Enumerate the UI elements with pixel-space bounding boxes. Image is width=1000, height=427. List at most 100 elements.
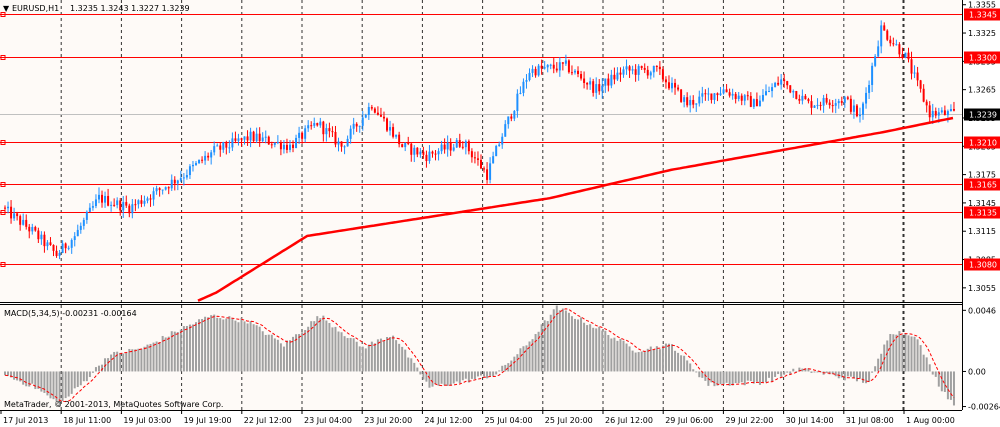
candle-body bbox=[101, 194, 104, 203]
macd-bar bbox=[449, 371, 452, 386]
candle-body bbox=[564, 60, 567, 64]
macd-bar bbox=[513, 356, 516, 372]
macd-bar bbox=[288, 340, 291, 372]
macd-bar bbox=[895, 334, 898, 372]
macd-bar bbox=[440, 371, 443, 384]
macd-bar bbox=[155, 341, 158, 372]
candle-body bbox=[946, 111, 949, 116]
price-level-label: 1.3300 bbox=[969, 54, 997, 63]
candle-body bbox=[70, 240, 73, 248]
chart-title-arrow[interactable]: ▼ bbox=[3, 4, 10, 13]
macd-bar bbox=[67, 371, 70, 397]
macd-bar bbox=[467, 371, 470, 383]
candle-body bbox=[458, 140, 461, 147]
macd-bar bbox=[658, 349, 661, 372]
macd-bar bbox=[58, 371, 61, 408]
macd-bar bbox=[46, 371, 49, 396]
candle-body bbox=[261, 137, 264, 142]
macd-bar bbox=[85, 371, 88, 382]
candle-body bbox=[598, 84, 601, 92]
candle-body bbox=[85, 211, 88, 220]
candle-body bbox=[589, 81, 592, 85]
candle-body bbox=[219, 145, 222, 150]
macd-bar bbox=[686, 360, 689, 372]
candle-body bbox=[840, 101, 843, 103]
macd-tick-label: 0.00 bbox=[968, 367, 986, 376]
candle-body bbox=[258, 133, 261, 142]
macd-bar bbox=[583, 322, 586, 372]
macd-bar bbox=[119, 352, 122, 372]
macd-bar bbox=[213, 314, 216, 372]
macd-bar bbox=[243, 321, 246, 372]
candle-body bbox=[440, 144, 443, 152]
macd-bar bbox=[789, 371, 792, 375]
macd-bar bbox=[901, 334, 904, 372]
macd-bar bbox=[483, 371, 486, 377]
candle-body bbox=[889, 39, 892, 44]
macd-bar bbox=[734, 371, 737, 384]
macd-bar bbox=[852, 371, 855, 379]
candle-body bbox=[649, 72, 652, 76]
macd-bar bbox=[101, 364, 104, 372]
candle-body bbox=[728, 92, 731, 96]
macd-bar bbox=[428, 371, 431, 388]
candle-body bbox=[692, 99, 695, 105]
candle-body bbox=[795, 91, 798, 99]
macd-bar bbox=[452, 371, 455, 384]
macd-bar bbox=[434, 371, 437, 385]
candle-body bbox=[361, 117, 364, 126]
candle-body bbox=[407, 142, 410, 144]
candle-body bbox=[295, 137, 298, 148]
price-level-handle bbox=[0, 12, 6, 17]
candle-body bbox=[182, 177, 185, 179]
candle-body bbox=[783, 79, 786, 82]
macd-bar bbox=[737, 371, 740, 384]
macd-bar bbox=[128, 348, 131, 372]
macd-bar bbox=[22, 371, 25, 385]
candle-body bbox=[313, 123, 316, 126]
candle-body bbox=[176, 180, 179, 184]
macd-bar bbox=[70, 371, 73, 394]
macd-bar bbox=[786, 371, 789, 373]
macd-bar bbox=[498, 370, 501, 372]
macd-bar bbox=[874, 366, 877, 372]
macd-bar bbox=[646, 348, 649, 372]
macd-bar bbox=[810, 371, 813, 373]
candle-body bbox=[537, 65, 540, 76]
candles bbox=[4, 20, 955, 260]
macd-bar bbox=[758, 371, 761, 385]
macd-bar bbox=[489, 371, 492, 376]
candle-body bbox=[382, 116, 385, 119]
macd-bar bbox=[774, 371, 777, 377]
macd-bar bbox=[746, 371, 749, 381]
candle-body bbox=[862, 103, 865, 115]
candle-body bbox=[255, 133, 258, 141]
macd-bar bbox=[419, 371, 422, 375]
time-tick-label: 18 Jul 11:00 bbox=[63, 416, 111, 425]
candle-body bbox=[880, 25, 883, 47]
candle-body bbox=[592, 81, 595, 93]
candle-body bbox=[834, 103, 837, 106]
candle-body bbox=[786, 81, 789, 86]
candle-body bbox=[734, 93, 737, 99]
candle-body bbox=[167, 187, 170, 189]
macd-bar bbox=[561, 308, 564, 372]
macd-bar bbox=[140, 348, 143, 372]
price-level-handle bbox=[0, 262, 6, 267]
candle-body bbox=[828, 102, 831, 106]
candle-body bbox=[901, 54, 904, 58]
candle-body bbox=[813, 105, 816, 108]
candle-body bbox=[858, 114, 861, 117]
macd-bar bbox=[31, 371, 34, 384]
candle-body bbox=[88, 207, 91, 212]
candle-body bbox=[849, 98, 852, 112]
candle-body bbox=[195, 163, 198, 165]
candle-body bbox=[877, 46, 880, 57]
macd-bar bbox=[510, 360, 513, 372]
macd-bar bbox=[464, 371, 467, 379]
price-level-label: 1.3165 bbox=[969, 181, 997, 190]
price-level-tag bbox=[964, 8, 1000, 21]
macd-bar bbox=[25, 371, 28, 387]
